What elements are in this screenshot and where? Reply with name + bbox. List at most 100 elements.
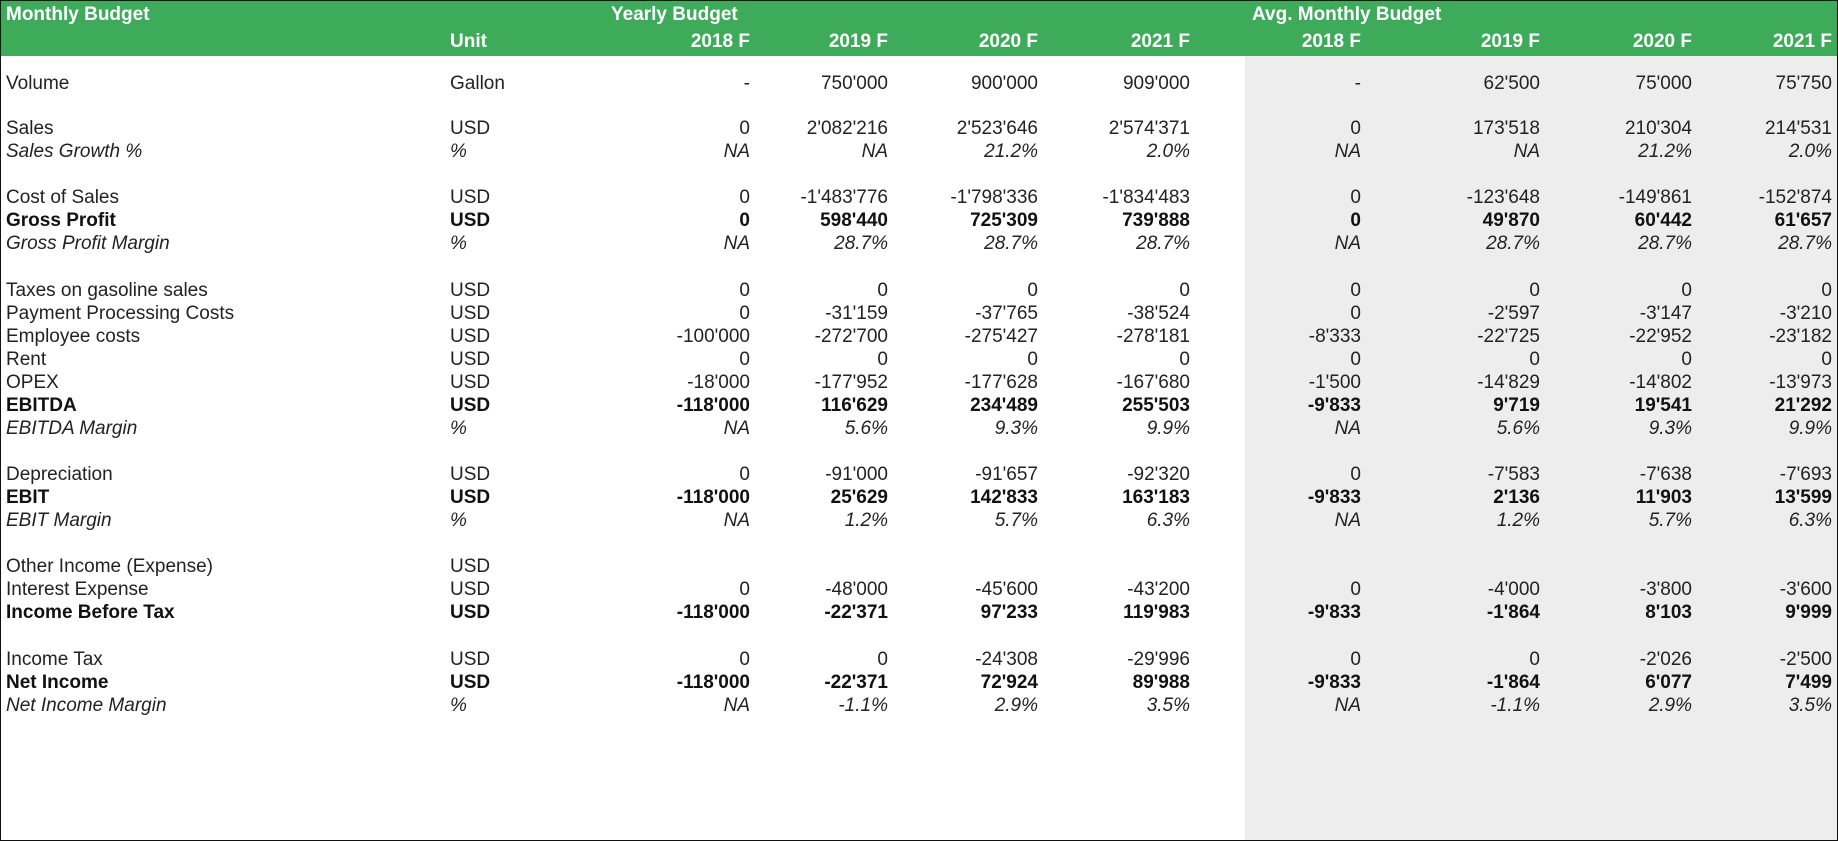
yearly-value-cell: 0 xyxy=(739,303,750,324)
yearly-value-cell: 28.7% xyxy=(1136,233,1190,254)
yearly-value-cell: -1'798'336 xyxy=(950,187,1038,208)
row-unit: % xyxy=(450,418,467,439)
year-header: 2021 F xyxy=(1772,31,1832,52)
yearly-value-cell: -275'427 xyxy=(964,326,1038,347)
year-header: 2021 F xyxy=(1130,31,1190,52)
yearly-value-cell: 28.7% xyxy=(984,233,1038,254)
row-unit: USD xyxy=(450,464,491,485)
monthly-value-cell: 6.3% xyxy=(1788,510,1832,531)
yearly-value-cell: 0 xyxy=(877,280,888,301)
monthly-value-cell: -1.1% xyxy=(1490,695,1540,716)
yearly-value-cell: 0 xyxy=(1027,349,1038,370)
monthly-value-cell: -2'597 xyxy=(1487,303,1540,324)
monthly-value-cell: -7'693 xyxy=(1779,464,1832,485)
yearly-value-cell: -118'000 xyxy=(676,602,750,623)
monthly-value-cell: 0 xyxy=(1681,349,1692,370)
monthly-value-cell: -13'973 xyxy=(1769,372,1832,393)
monthly-budget-section xyxy=(1245,56,1838,841)
yearly-value-cell: -29'996 xyxy=(1127,649,1190,670)
row-label: Sales xyxy=(6,118,54,139)
yearly-value-cell: 89'988 xyxy=(1132,672,1190,693)
monthly-budget-heading: Avg. Monthly Budget xyxy=(1252,4,1442,25)
row-unit: USD xyxy=(450,395,491,416)
monthly-value-cell: 3.5% xyxy=(1788,695,1832,716)
row-unit: USD xyxy=(450,487,491,508)
row-label: Volume xyxy=(6,73,70,94)
sheet-title: Monthly Budget xyxy=(6,4,150,25)
yearly-value-cell: NA xyxy=(723,510,750,531)
row-unit: USD xyxy=(450,372,491,393)
monthly-value-cell: 21.2% xyxy=(1638,141,1692,162)
yearly-value-cell: -91'000 xyxy=(825,464,888,485)
monthly-value-cell: 6'077 xyxy=(1645,672,1692,693)
yearly-value-cell: NA xyxy=(723,695,750,716)
monthly-value-cell: 7'499 xyxy=(1785,672,1832,693)
monthly-value-cell: -149'861 xyxy=(1618,187,1692,208)
yearly-value-cell: -1.1% xyxy=(838,695,888,716)
yearly-value-cell: 2'082'216 xyxy=(806,118,888,139)
yearly-budget-heading: Yearly Budget xyxy=(611,4,738,25)
yearly-value-cell: 0 xyxy=(739,280,750,301)
monthly-value-cell: 9.9% xyxy=(1788,418,1832,439)
yearly-value-cell: 25'629 xyxy=(830,487,888,508)
monthly-value-cell: 9'999 xyxy=(1785,602,1832,623)
year-header: 2019 F xyxy=(1480,31,1540,52)
table-row: Other Income (Expense) USD xyxy=(0,553,1838,580)
yearly-value-cell: 97'233 xyxy=(980,602,1038,623)
yearly-value-cell: 142'833 xyxy=(970,487,1038,508)
table-row: Cost of Sales USD 0 -1'483'776 -1'798'336 -1'… xyxy=(0,184,1838,211)
monthly-value-cell: NA xyxy=(1513,141,1540,162)
row-label: Cost of Sales xyxy=(6,187,119,208)
yearly-value-cell: 1.2% xyxy=(844,510,888,531)
row-unit: USD xyxy=(450,118,491,139)
monthly-value-cell: -2'500 xyxy=(1779,649,1832,670)
monthly-value-cell: -9'833 xyxy=(1307,672,1361,693)
monthly-value-cell: -3'600 xyxy=(1779,579,1832,600)
row-label: EBITDA xyxy=(6,395,77,416)
yearly-value-cell: -177'952 xyxy=(814,372,888,393)
monthly-value-cell: -22'952 xyxy=(1629,326,1692,347)
monthly-value-cell: 49'870 xyxy=(1482,210,1540,231)
year-header: 2018 F xyxy=(1301,31,1361,52)
monthly-value-cell: 28.7% xyxy=(1638,233,1692,254)
row-unit: USD xyxy=(450,579,491,600)
monthly-value-cell: 2.0% xyxy=(1788,141,1832,162)
row-label: Gross Profit Margin xyxy=(6,233,170,254)
monthly-value-cell: NA xyxy=(1334,141,1361,162)
table-row: Sales Growth %% NA NA 21.2% 2.0% NA NA 21.2% 2.0… xyxy=(0,138,1838,165)
yearly-value-cell: 750'000 xyxy=(820,73,888,94)
table-row: EBIT USD -118'000 25'629 142'833 163'183 -9'83… xyxy=(0,484,1838,511)
year-header: 2019 F xyxy=(828,31,888,52)
yearly-value-cell: -1'483'776 xyxy=(800,187,888,208)
row-unit: % xyxy=(450,141,467,162)
yearly-value-cell: 598'440 xyxy=(820,210,888,231)
monthly-value-cell: -7'638 xyxy=(1639,464,1692,485)
row-unit: % xyxy=(450,233,467,254)
row-unit: USD xyxy=(450,672,491,693)
monthly-value-cell: -3'147 xyxy=(1639,303,1692,324)
row-label: Gross Profit xyxy=(6,210,116,231)
yearly-value-cell: -278'181 xyxy=(1116,326,1190,347)
row-unit: USD xyxy=(450,303,491,324)
yearly-value-cell: 0 xyxy=(1027,280,1038,301)
row-unit: USD xyxy=(450,602,491,623)
table-row: Net Income Margin% NA -1.1% 2.9% 3.5% NA -1.1%… xyxy=(0,692,1838,719)
row-label: Net Income xyxy=(6,672,109,693)
monthly-value-cell: -1'500 xyxy=(1308,372,1361,393)
row-unit: USD xyxy=(450,556,491,577)
row-label: Net Income Margin xyxy=(6,695,167,716)
yearly-value-cell: -177'628 xyxy=(964,372,1038,393)
yearly-value-cell: -37'765 xyxy=(975,303,1038,324)
monthly-value-cell: -3'800 xyxy=(1639,579,1692,600)
yearly-value-cell: NA xyxy=(723,141,750,162)
yearly-value-cell: 2'523'646 xyxy=(956,118,1038,139)
yearly-value-cell: NA xyxy=(723,418,750,439)
monthly-value-cell: NA xyxy=(1334,510,1361,531)
row-label: Payment Processing Costs xyxy=(6,303,235,324)
table-row: Rent USD 0 0 0 0 0 0 0 0 xyxy=(0,346,1838,373)
monthly-value-cell: 0 xyxy=(1821,349,1832,370)
row-label: Income Before Tax xyxy=(6,602,175,623)
yearly-value-cell: -31'159 xyxy=(825,303,888,324)
yearly-value-cell: -22'371 xyxy=(824,672,888,693)
table-row: Net Income USD -118'000 -22'371 72'924 89'988… xyxy=(0,669,1838,696)
